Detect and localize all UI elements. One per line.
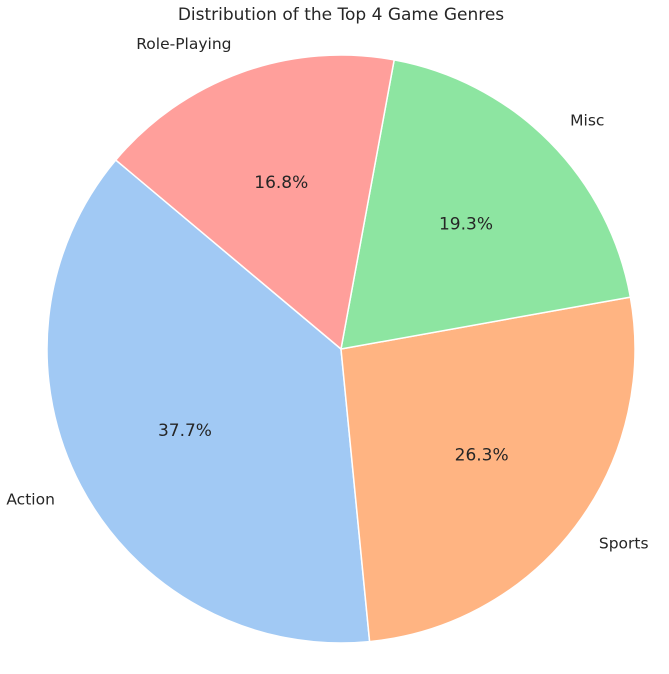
slice-label: Sports xyxy=(599,535,649,553)
slice-label: Role-Playing xyxy=(136,35,231,53)
pie-labels: Action 37.7% Sports 26.3% Misc 19.3% Role-Play… xyxy=(6,35,648,552)
slice-label: Action xyxy=(6,490,55,508)
slice-percent-label: 19.3% xyxy=(439,215,493,235)
slice-label: Misc xyxy=(570,111,604,129)
pie-slice-sports xyxy=(340,296,636,643)
pie-slice-action xyxy=(46,159,371,644)
chart-title: Distribution of the Top 4 Game Genres xyxy=(178,5,504,25)
slice-percent-label: 37.7% xyxy=(158,421,212,441)
pie-slice-role-playing xyxy=(115,54,395,350)
slice-percent-label: 16.8% xyxy=(254,173,308,193)
slice-percent-label: 26.3% xyxy=(455,445,509,465)
pie-slice-misc xyxy=(340,59,632,350)
pie-slices xyxy=(46,54,636,644)
